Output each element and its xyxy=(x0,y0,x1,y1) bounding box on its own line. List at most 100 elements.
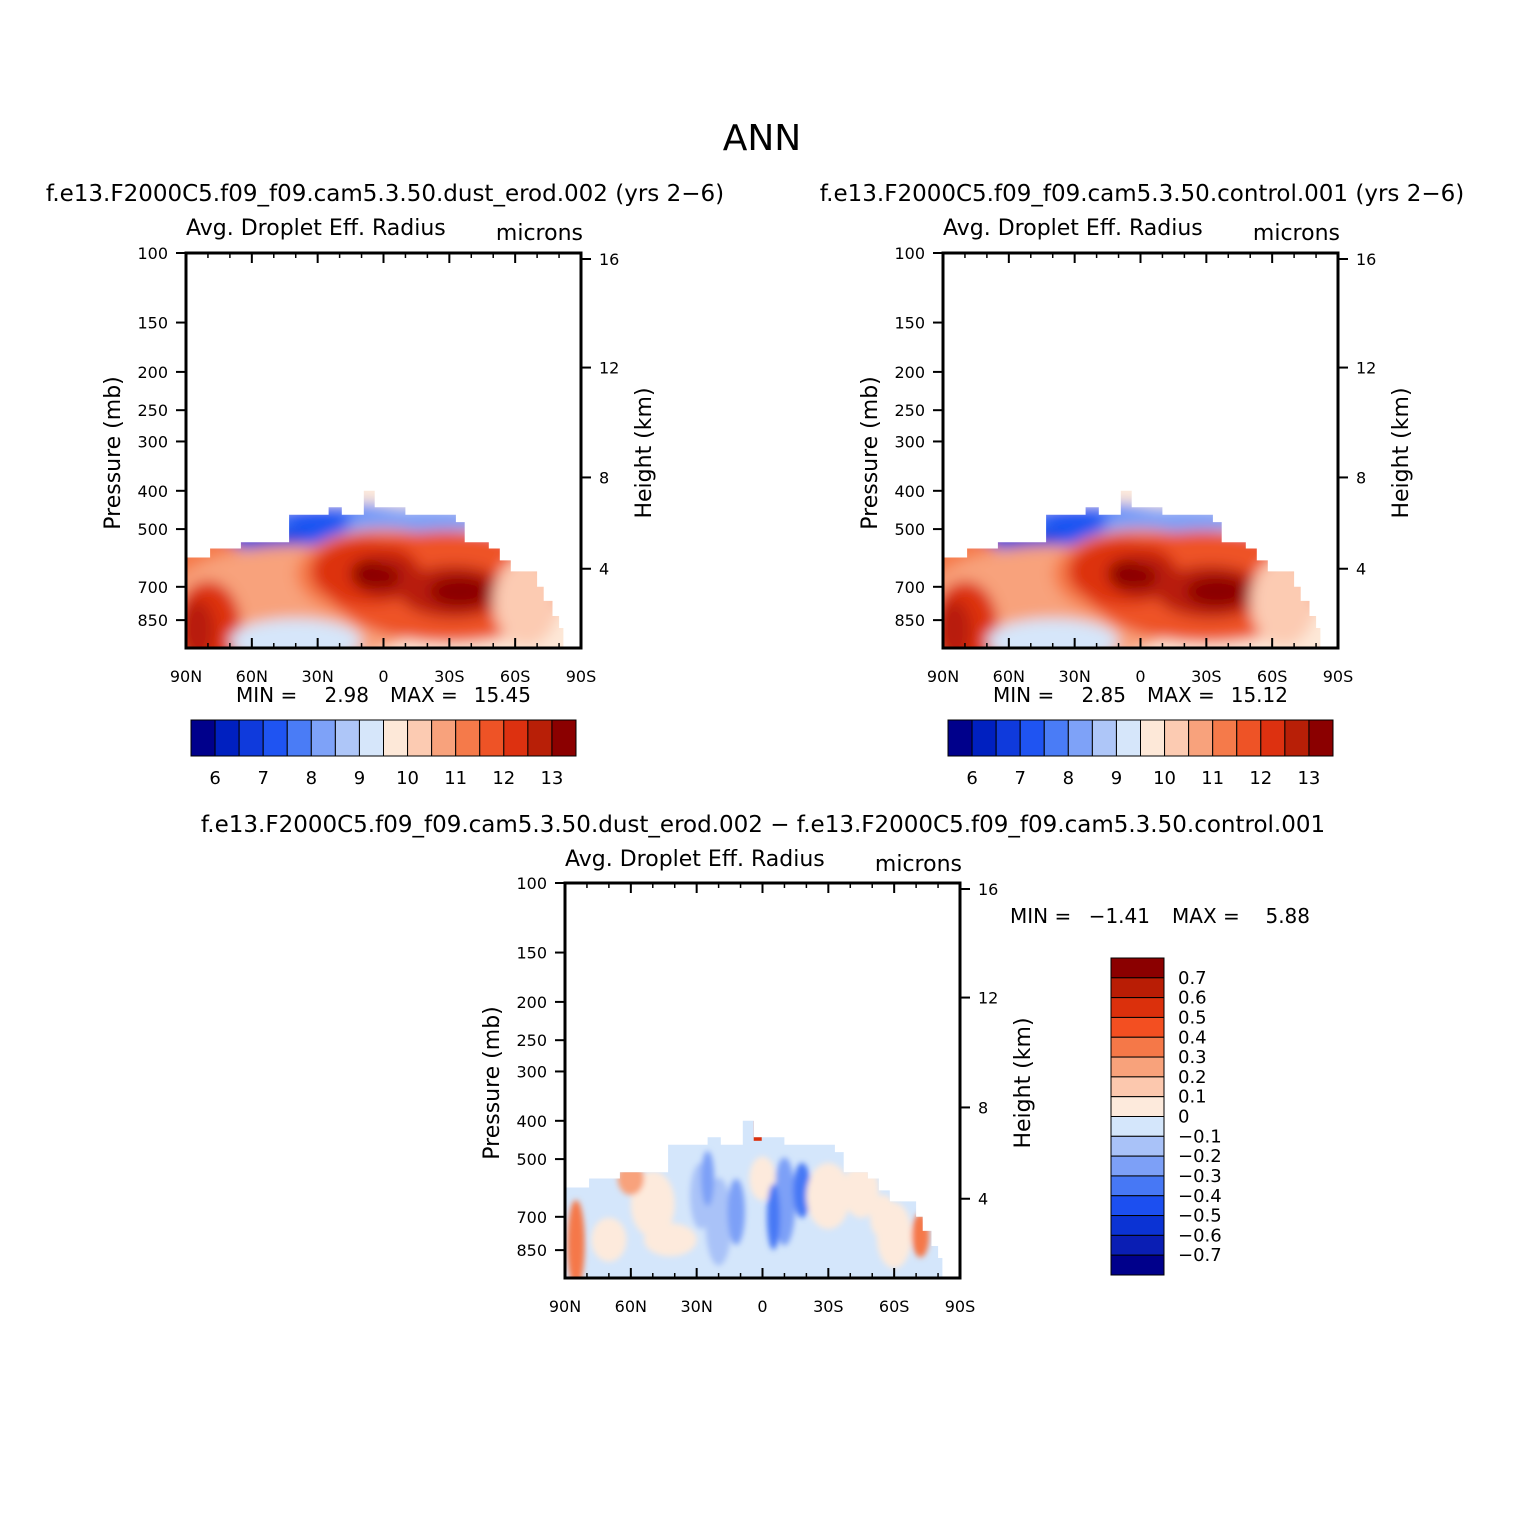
contour-region xyxy=(793,1162,811,1218)
colorbar-label: 7 xyxy=(257,768,268,789)
x-tick-label: 90N xyxy=(170,667,202,686)
contour-region xyxy=(870,1194,897,1239)
colorbar-swatch xyxy=(1260,719,1286,757)
colorbar-swatch xyxy=(1110,1234,1165,1256)
field-label: Avg. Droplet Eff. Radius xyxy=(186,216,446,241)
contour-region xyxy=(1186,576,1249,607)
colorbar-swatch xyxy=(1110,1175,1165,1197)
colorbar-swatch xyxy=(358,719,384,757)
colorbar-swatch xyxy=(310,719,336,757)
colorbar-label: −0.3 xyxy=(1178,1166,1222,1187)
colorbar-swatch xyxy=(1110,957,1165,979)
x-tick-label: 30S xyxy=(1191,667,1222,686)
units-label: microns xyxy=(875,852,962,877)
contour-region xyxy=(1250,555,1317,646)
colorbar-label: 0.6 xyxy=(1178,988,1207,1009)
y-tick-label: 100 xyxy=(516,874,547,893)
axes: 90N 60N 30N 0 30S 60S 90S 100 150 200 250 300 400 500… xyxy=(101,244,657,686)
colorbar-label: 12 xyxy=(492,768,515,789)
x-tick-label: 90N xyxy=(927,667,959,686)
y2-tick-label: 16 xyxy=(599,250,619,269)
colorbar-label: −0.2 xyxy=(1178,1146,1222,1167)
colorbar-swatch xyxy=(527,719,553,757)
min-value: 2.98 xyxy=(324,683,369,707)
min-value: −1.41 xyxy=(1089,904,1150,928)
contour-region xyxy=(591,1217,627,1262)
y-tick-label: 700 xyxy=(894,578,925,597)
colorbar-swatch xyxy=(1110,1096,1165,1117)
x-tick-label: 60S xyxy=(500,667,531,686)
y2-tick-label: 12 xyxy=(1356,359,1376,378)
contour-region xyxy=(986,618,1119,648)
contour-field xyxy=(565,1120,943,1278)
y2-tick-label: 16 xyxy=(978,880,998,899)
field-label: Avg. Droplet Eff. Radius xyxy=(565,847,825,872)
x-tick-label: 90S xyxy=(945,1297,976,1316)
y-axis-title: Pressure (mb) xyxy=(480,1006,505,1160)
y-tick-label: 100 xyxy=(894,244,925,263)
panel-header: f.e13.F2000C5.f09_f09.cam5.3.50.dust_ero… xyxy=(201,812,1325,838)
min-label: MIN = xyxy=(236,683,297,707)
y-tick-label: 250 xyxy=(516,1031,547,1050)
panel-difference: 90N 60N 30N 0 30S 60S 90S 100 150 200 250 300 400 500… xyxy=(201,812,1325,1316)
colorbar-swatch xyxy=(947,719,973,757)
max-value: 5.88 xyxy=(1265,904,1310,928)
min-label: MIN = xyxy=(993,683,1054,707)
colorbar-swatch xyxy=(1164,719,1190,757)
y-tick-label: 250 xyxy=(894,401,925,420)
colorbar-label: 0.2 xyxy=(1178,1067,1207,1088)
colorbar-label: 6 xyxy=(209,768,220,789)
panel-header: f.e13.F2000C5.f09_f09.cam5.3.50.control.… xyxy=(820,181,1464,207)
colorbar: 0.70.60.50.40.30.20.10−0.1−0.2−0.3−0.4−0… xyxy=(1110,957,1222,1276)
contour-spike xyxy=(696,1120,700,1139)
colorbar-swatch xyxy=(1110,1254,1165,1276)
y-tick-label: 300 xyxy=(516,1062,547,1081)
contour-region xyxy=(943,599,972,648)
colorbar-label: 10 xyxy=(1153,768,1176,789)
y2-axis-title: Height (km) xyxy=(1011,1017,1036,1148)
y-tick-label: 400 xyxy=(137,482,168,501)
contour-region xyxy=(617,1162,644,1196)
y-axis-title: Pressure (mb) xyxy=(101,376,126,530)
colorbar-label: 0.1 xyxy=(1178,1087,1207,1108)
min-label: MIN = xyxy=(1010,904,1071,928)
contour-spike xyxy=(308,490,313,509)
y2-tick-label: 12 xyxy=(978,989,998,1008)
panel-header: f.e13.F2000C5.f09_f09.cam5.3.50.dust_ero… xyxy=(46,181,724,207)
y-tick-label: 700 xyxy=(516,1208,547,1227)
colorbar-label: 9 xyxy=(354,768,365,789)
colorbar-swatch xyxy=(214,719,240,757)
colorbar-swatch xyxy=(1110,1195,1165,1217)
colorbar-swatch xyxy=(1236,719,1262,757)
y-tick-label: 300 xyxy=(894,432,925,451)
contour-spike xyxy=(753,1120,762,1141)
colorbar-swatch xyxy=(1308,719,1334,757)
colorbar-label: 11 xyxy=(1201,768,1224,789)
colorbar-label: 10 xyxy=(396,768,419,789)
contour-region xyxy=(429,576,492,607)
y2-tick-label: 4 xyxy=(978,1190,988,1209)
x-tick-label: 90S xyxy=(566,667,597,686)
y-tick-label: 150 xyxy=(137,314,168,333)
colorbar-swatch xyxy=(503,719,529,757)
colorbar-swatch xyxy=(1110,1016,1165,1038)
figure-title: ANN xyxy=(723,118,802,159)
min-max: MIN = 2.85 MAX = 15.12 xyxy=(993,683,1288,707)
colorbar-label: 8 xyxy=(306,768,317,789)
y2-tick-label: 12 xyxy=(599,359,619,378)
colorbar-swatch xyxy=(1188,719,1214,757)
colorbar-label: 12 xyxy=(1249,768,1272,789)
y-tick-label: 200 xyxy=(516,993,547,1012)
contour-region xyxy=(701,1151,715,1207)
colorbar-swatch xyxy=(1110,1036,1165,1058)
min-max: MIN = 2.98 MAX = 15.45 xyxy=(236,683,531,707)
x-tick-label: 0 xyxy=(1135,667,1145,686)
y-tick-label: 250 xyxy=(137,401,168,420)
colorbar-swatch xyxy=(334,719,360,757)
colorbar-label: −0.6 xyxy=(1178,1225,1222,1246)
colorbar-swatch xyxy=(1140,719,1166,757)
axes: 90N 60N 30N 0 30S 60S 90S 100 150 200 250 300 400 500… xyxy=(480,874,1036,1316)
y-tick-label: 500 xyxy=(137,520,168,539)
colorbar-swatch xyxy=(238,719,264,757)
